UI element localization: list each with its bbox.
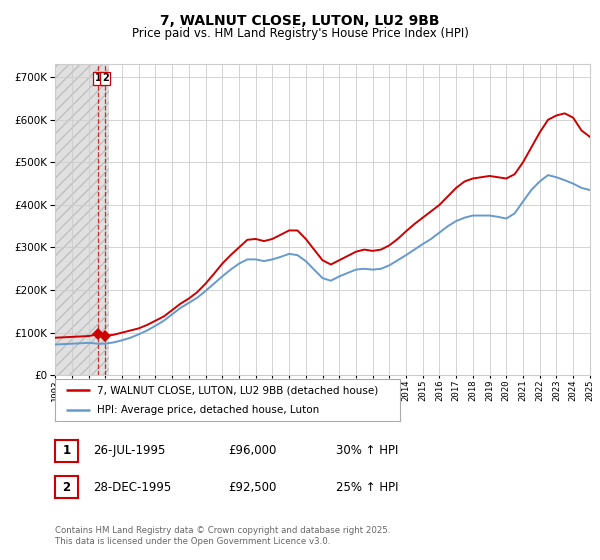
Text: 25% ↑ HPI: 25% ↑ HPI: [336, 480, 398, 494]
Bar: [55, 64, 109, 375]
Text: 30% ↑ HPI: 30% ↑ HPI: [336, 444, 398, 458]
Text: HPI: Average price, detached house, Luton: HPI: Average price, detached house, Luto…: [97, 405, 319, 415]
Text: 1: 1: [95, 73, 101, 83]
Text: 2: 2: [62, 480, 71, 494]
Text: 28-DEC-1995: 28-DEC-1995: [93, 480, 171, 494]
Text: Contains HM Land Registry data © Crown copyright and database right 2025.
This d: Contains HM Land Registry data © Crown c…: [55, 526, 391, 546]
Text: 7, WALNUT CLOSE, LUTON, LU2 9BB (detached house): 7, WALNUT CLOSE, LUTON, LU2 9BB (detache…: [97, 385, 378, 395]
Text: 1: 1: [62, 444, 71, 458]
Text: 26-JUL-1995: 26-JUL-1995: [93, 444, 166, 458]
Text: 7, WALNUT CLOSE, LUTON, LU2 9BB: 7, WALNUT CLOSE, LUTON, LU2 9BB: [160, 14, 440, 28]
Text: £96,000: £96,000: [228, 444, 277, 458]
Text: Price paid vs. HM Land Registry's House Price Index (HPI): Price paid vs. HM Land Registry's House …: [131, 27, 469, 40]
Text: £92,500: £92,500: [228, 480, 277, 494]
Text: 2: 2: [102, 73, 109, 83]
